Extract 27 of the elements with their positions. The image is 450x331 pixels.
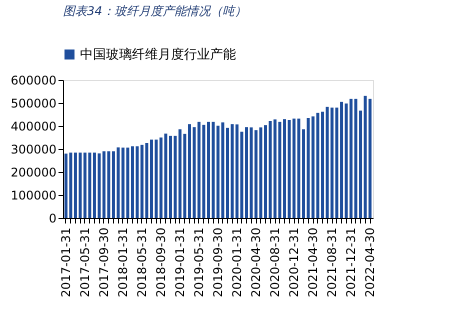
- chart-title: 图表34：玻纤月度产能情况（吨）: [63, 4, 246, 18]
- legend-label: 中国玻璃纤维月度行业产能: [80, 46, 236, 62]
- x-tick-label: 2020-12-31: [287, 228, 302, 298]
- y-tick-label: 400000: [10, 120, 56, 134]
- x-tick-label: 2021-08-31: [325, 228, 340, 298]
- y-tick-label: 500000: [10, 96, 56, 110]
- x-tick-label: 2020-08-31: [268, 228, 282, 298]
- y-tick-label: 100000: [10, 188, 56, 202]
- x-tick-label: 2019-05-31: [192, 228, 206, 298]
- x-tick-label: 2020-01-31: [230, 228, 244, 298]
- x-tick-label: 2017-09-30: [96, 228, 111, 298]
- x-tick-label: 2018-09-30: [154, 228, 168, 298]
- y-tick-label: 300000: [10, 142, 56, 156]
- x-tick-label: 2020-04-30: [249, 228, 264, 298]
- x-tick-label: 2017-05-31: [78, 228, 92, 298]
- x-tick-label: 2019-09-30: [211, 228, 225, 298]
- x-tick-label: 2021-04-30: [306, 228, 320, 298]
- y-tick-label: 200000: [10, 166, 56, 180]
- y-tick-label: 0: [48, 212, 56, 226]
- x-tick-label: 2018-05-31: [134, 228, 149, 298]
- x-tick-label: 2018-01-31: [116, 228, 130, 298]
- y-tick-label: 600000: [10, 74, 56, 88]
- x-tick-label: 2017-01-31: [58, 228, 73, 298]
- x-tick-label: 2022-04-30: [363, 228, 378, 298]
- x-tick-label: 2019-01-31: [172, 228, 187, 298]
- bar: [216, 126, 220, 218]
- x-tick-label: 2021-12-31: [344, 228, 358, 298]
